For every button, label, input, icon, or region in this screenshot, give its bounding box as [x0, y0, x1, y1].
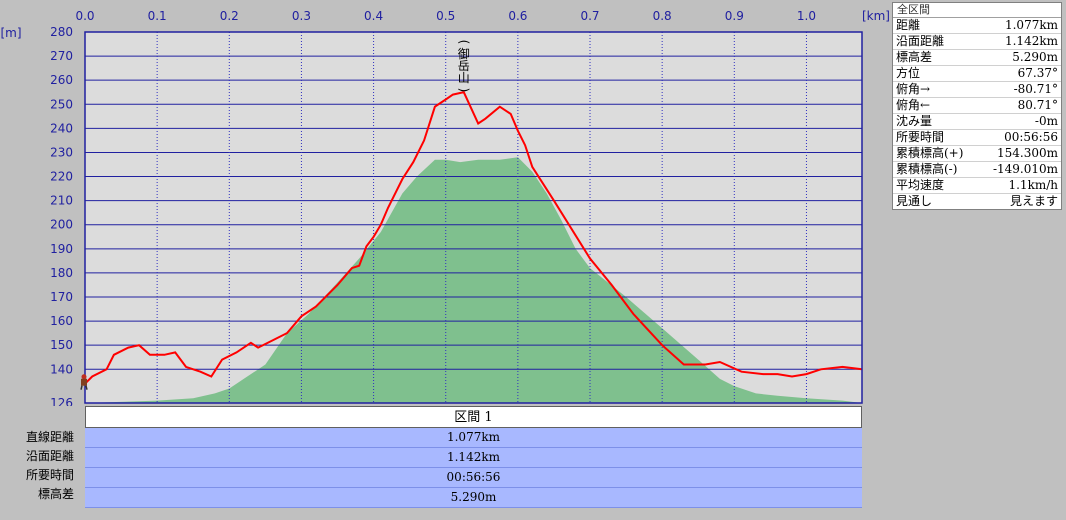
- summary-row: 累積標高(-) -149.010m: [893, 162, 1061, 178]
- summary-value: -0m: [1034, 114, 1058, 128]
- hiker-icon: [81, 374, 87, 380]
- summary-label: 累積標高(+): [896, 146, 964, 160]
- summary-rows: 距離 1.077km 沿面距離 1.142km 標高差 5.290m 方位 67.37°…: [893, 18, 1061, 209]
- summary-value: 5.290m: [1012, 50, 1058, 64]
- y-tick-label: 150: [50, 338, 73, 352]
- x-tick-label: 0.4: [364, 9, 383, 23]
- summary-row: 見通し 見えます: [893, 194, 1061, 209]
- summary-row: 標高差 5.290m: [893, 50, 1061, 66]
- y-tick-label: 250: [50, 97, 73, 111]
- hiker-icon: [80, 385, 83, 390]
- y-tick-label: 260: [50, 73, 73, 87]
- x-tick-label: 0.9: [725, 9, 744, 23]
- y-tick-label: 170: [50, 290, 73, 304]
- summary-label: 見通し: [896, 194, 933, 208]
- summary-value: 80.71°: [1017, 98, 1058, 112]
- summary-panel: 全区間 距離 1.077km 沿面距離 1.142km 標高差 5.290m 方位 67…: [892, 2, 1062, 210]
- y-tick-label: 220: [50, 170, 73, 184]
- summary-row: 所要時間 00:56:56: [893, 130, 1061, 146]
- peak-label-char: (: [457, 40, 471, 45]
- section-row-label: 標高差: [37, 487, 74, 501]
- peak-label-char: 岳: [458, 59, 470, 73]
- section-value: 1.142km: [85, 448, 862, 468]
- x-tick-label: 0.3: [292, 9, 311, 23]
- peak-label-char: 御: [458, 46, 470, 61]
- summary-row: 俯角← 80.71°: [893, 98, 1061, 114]
- x-tick-label: 0.7: [580, 9, 599, 23]
- y-tick-label: 180: [50, 266, 73, 280]
- summary-value: -149.010m: [992, 162, 1058, 176]
- y-tick-label: 140: [50, 362, 73, 376]
- x-tick-label: 0.5: [436, 9, 455, 23]
- summary-row: 距離 1.077km: [893, 18, 1061, 34]
- summary-row: 沿面距離 1.142km: [893, 34, 1061, 50]
- section-row-labels: 直線距離 沿面距離 所要時間 標高差: [0, 428, 80, 504]
- summary-row: 方位 67.37°: [893, 66, 1061, 82]
- elevation-chart: 0.0 0.1 0.2 0.3 0.4 0.5 0.6 0.7 0.8 0.9 1.0 280 270 2…: [0, 9, 890, 406]
- terrain-area: [85, 157, 862, 403]
- summary-value: 67.37°: [1017, 66, 1058, 80]
- section-value: 1.077km: [85, 428, 862, 448]
- summary-label: 俯角←: [896, 98, 931, 112]
- summary-value: 1.142km: [1004, 34, 1058, 48]
- y-tick-label: 230: [50, 145, 73, 159]
- summary-label: 沿面距離: [896, 34, 945, 48]
- section-row-label: 沿面距離: [25, 449, 74, 463]
- x-tick-label: 0.2: [220, 9, 239, 23]
- summary-label: 俯角→: [896, 82, 931, 96]
- section-value: 5.290m: [85, 488, 862, 508]
- summary-label: 所要時間: [896, 130, 945, 144]
- y-tick-label: 160: [50, 314, 73, 328]
- summary-label: 累積標高(-): [896, 162, 958, 176]
- summary-value: -80.71°: [1013, 82, 1058, 96]
- hiker-icon: [81, 378, 87, 386]
- summary-title: 全区間: [893, 3, 1061, 18]
- peak-label-char: 山: [458, 71, 470, 85]
- hiker-icon: [85, 385, 88, 390]
- summary-label: 標高差: [896, 50, 933, 64]
- summary-label: 平均速度: [896, 178, 945, 192]
- summary-row: 沈み量 -0m: [893, 114, 1061, 130]
- section-table: 区間 1 1.077km 1.142km 00:56:56 5.290m: [85, 406, 862, 508]
- x-unit-label: [km]: [862, 9, 890, 23]
- summary-label: 方位: [896, 66, 921, 80]
- summary-value: 1.1km/h: [1008, 178, 1058, 192]
- summary-row: 累積標高(+) 154.300m: [893, 146, 1061, 162]
- section-row-label: 所要時間: [25, 468, 74, 482]
- y-tick-label: 190: [50, 242, 73, 256]
- section-header[interactable]: 区間 1: [85, 406, 862, 428]
- summary-row: 俯角→ -80.71°: [893, 82, 1061, 98]
- y-unit-label: [m]: [0, 26, 21, 40]
- summary-label: 距離: [896, 18, 921, 32]
- x-tick-label: 0.1: [148, 9, 167, 23]
- x-tick-label: 1.0: [797, 9, 816, 23]
- y-tick-label: 240: [50, 121, 73, 135]
- summary-value: 154.300m: [996, 146, 1058, 160]
- summary-value: 00:56:56: [1004, 130, 1058, 144]
- x-tick-label: 0.0: [75, 9, 94, 23]
- peak-label-char: ): [457, 88, 471, 93]
- summary-value: 1.077km: [1004, 18, 1058, 32]
- plot-border: [84, 31, 863, 404]
- y-tick-label: 210: [50, 194, 73, 208]
- section-value: 00:56:56: [85, 468, 862, 488]
- x-tick-label: 0.8: [653, 9, 672, 23]
- y-tick-label: 200: [50, 218, 73, 232]
- summary-row: 平均速度 1.1km/h: [893, 178, 1061, 194]
- x-tick-label: 0.6: [508, 9, 527, 23]
- y-tick-label: 126: [50, 396, 73, 406]
- summary-label: 沈み量: [896, 114, 933, 128]
- y-tick-label: 280: [50, 25, 73, 39]
- section-row-label: 直線距離: [25, 430, 74, 444]
- profile-line: [84, 91, 863, 385]
- y-tick-label: 270: [50, 49, 73, 63]
- summary-value: 見えます: [1009, 194, 1058, 208]
